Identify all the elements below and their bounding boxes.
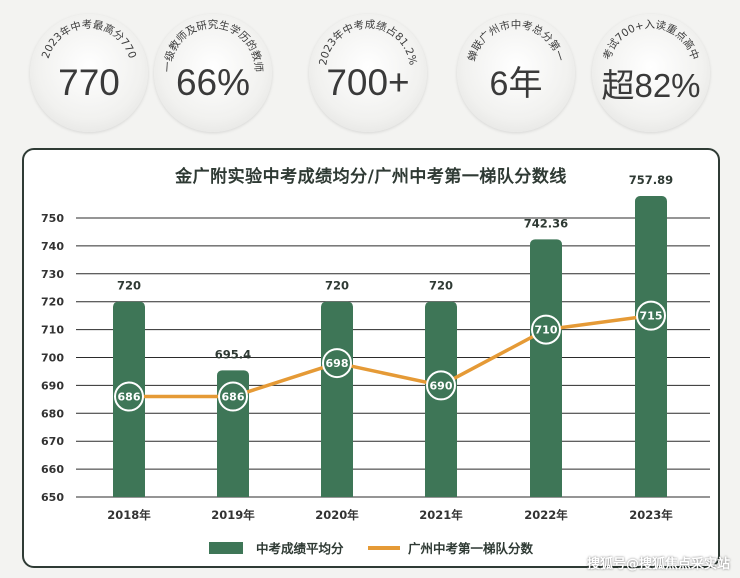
stat-circle-5: 考试700+入读重点高中超82%	[592, 14, 710, 132]
y-tick-label: 740	[41, 240, 64, 253]
bar	[635, 195, 667, 497]
x-tick-label: 2018年	[107, 508, 151, 522]
stats-row: 2023年中考最高分770 770 一级教师及研究生学历的教师 66% 2023年中考成…	[0, 0, 740, 140]
bar-data-label: 695.4	[215, 347, 251, 361]
bar-base	[321, 491, 353, 497]
stat-circle-2: 一级教师及研究生学历的教师 66%	[154, 14, 272, 132]
bar-base	[635, 491, 667, 497]
line-point	[322, 348, 352, 379]
bar-data-label: 720	[429, 279, 453, 293]
x-tick-label: 2023年	[629, 508, 673, 522]
bar	[321, 301, 353, 497]
x-tick-label: 2020年	[315, 508, 359, 522]
y-tick-label: 750	[41, 212, 64, 225]
legend-swatch-bar	[209, 542, 243, 554]
bar	[530, 239, 562, 497]
y-tick-label: 680	[41, 407, 64, 420]
line-point	[636, 300, 666, 331]
chart-card: 金广附实验中考成绩均分/广州中考第一梯队分数线 650 660 670 680 690 7…	[22, 148, 720, 568]
bar-base	[217, 491, 249, 497]
y-tick-label: 660	[41, 463, 64, 476]
line-point	[426, 370, 456, 401]
legend-label-line: 广州中考第一梯队分数	[408, 541, 534, 556]
line-point	[114, 381, 144, 412]
stat-value: 770	[58, 62, 120, 103]
bar-data-label: 757.89	[629, 173, 673, 187]
stat-circle-3: 2023年中考成绩占81.2% 700+	[309, 14, 427, 132]
stat-value: 超82%	[601, 67, 701, 104]
stat-caption: 2023年中考最高分770	[40, 19, 138, 60]
legend-label-bar: 中考成绩平均分	[256, 541, 344, 556]
y-tick-label: 710	[41, 324, 64, 337]
y-tick-label: 700	[41, 352, 64, 365]
watermark: 搜狐号@搜狐焦点采实站	[586, 557, 730, 572]
stat-value: 66%	[175, 62, 251, 103]
stat-caption: 2023年中考成绩占81.2%	[317, 19, 419, 67]
y-tick-label: 650	[41, 491, 64, 504]
chart-title: 金广附实验中考成绩均分/广州中考第一梯队分数线	[175, 167, 567, 187]
x-tick-label: 2022年	[524, 508, 568, 522]
line-series	[129, 313, 652, 399]
point-data-label: 698	[326, 357, 349, 370]
line-point	[531, 314, 561, 345]
bar-base	[530, 491, 562, 497]
point-data-label: 710	[535, 324, 558, 337]
bar-base	[425, 491, 457, 497]
point-data-label: 715	[640, 310, 663, 323]
stat-value: 700+	[326, 62, 410, 103]
chart-area: 650 660 670 680 690 700 710 720 730 740 750 720 695.…	[41, 173, 710, 556]
bar-data-label: 720	[325, 279, 349, 293]
stat-circle-1: 2023年中考最高分770 770	[30, 14, 148, 132]
y-tick-label: 670	[41, 435, 64, 448]
line-point	[218, 381, 248, 412]
stat-caption: 考试700+入读重点高中	[601, 18, 701, 61]
point-data-label: 686	[222, 391, 245, 404]
bar-data-label: 720	[117, 279, 141, 293]
x-tick-label: 2019年	[211, 508, 255, 522]
stat-value: 6年	[489, 65, 543, 103]
bar-base	[113, 491, 145, 497]
point-data-label: 686	[118, 391, 141, 404]
bar-data-label: 742.36	[524, 216, 568, 230]
y-tick-label: 720	[41, 296, 64, 309]
stat-caption: 蝉联广州市中考总分第一	[465, 18, 566, 63]
point-data-label: 690	[430, 379, 453, 392]
stat-circle-4: 蝉联广州市中考总分第一 6年	[457, 14, 575, 132]
x-tick-label: 2021年	[419, 508, 463, 522]
y-tick-label: 730	[41, 268, 64, 281]
y-tick-label: 690	[41, 379, 64, 392]
